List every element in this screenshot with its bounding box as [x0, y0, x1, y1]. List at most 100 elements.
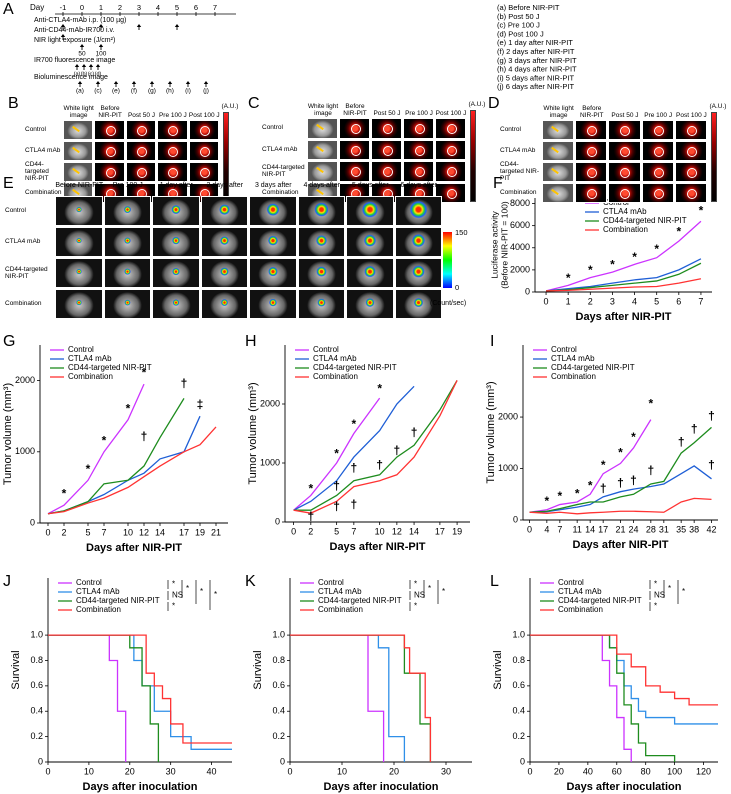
series-line	[530, 634, 676, 762]
x-tick-label: 14	[409, 526, 419, 536]
y-tick-label: 0	[275, 516, 280, 526]
image-tile	[63, 162, 94, 182]
annotation: †	[333, 479, 340, 493]
schedule-arrowhead	[95, 81, 101, 84]
series-line	[290, 634, 432, 762]
legend-label: CTLA4 mAb	[76, 587, 120, 596]
roi-circle	[105, 168, 116, 178]
unit-label: (A.U.)	[709, 103, 727, 110]
annotation: †	[333, 499, 340, 513]
legend-label: Control	[313, 345, 339, 354]
significance-label: *	[172, 580, 175, 589]
legend-label: Combination	[603, 225, 648, 234]
image-tile	[297, 227, 345, 257]
x-tick-label: 0	[544, 296, 549, 306]
y-axis-label: (Before NIR-PIT = 100)	[499, 201, 509, 289]
series-line	[546, 278, 702, 292]
series-line	[48, 634, 160, 762]
x-tick-label: 14	[155, 527, 165, 537]
x-tick-label: 19	[452, 526, 462, 536]
roi-circle	[350, 124, 361, 135]
roi-circle	[620, 147, 631, 157]
y-tick-label: 0	[520, 756, 525, 766]
legend-label: CTLA4 mAb	[551, 354, 595, 363]
x-tick-label: 0	[287, 766, 292, 776]
image-tile	[157, 162, 188, 182]
column-header: 5 days after	[351, 182, 389, 189]
x-tick-label: 100	[667, 766, 682, 776]
column-header: Post 50 J	[127, 112, 156, 120]
significance-label: *	[414, 602, 417, 611]
legend-label: CTLA4 mAb	[68, 354, 112, 363]
series-line	[529, 419, 652, 513]
x-tick-label: 0	[291, 526, 296, 536]
image-tile	[641, 162, 674, 182]
annotation: *	[618, 445, 623, 459]
image-tile	[157, 141, 188, 161]
series-line	[529, 465, 712, 513]
annotation: †	[708, 458, 715, 472]
x-tick-label: 5	[654, 296, 659, 306]
scale-label: 150	[455, 228, 468, 237]
arrow-icon	[551, 188, 560, 195]
schedule-arrowhead	[74, 64, 80, 67]
schedule-mark: (c)	[88, 71, 95, 77]
schedule-key: (g) 3 days after NIR-PIT	[497, 56, 577, 65]
x-tick-label: 60	[612, 766, 622, 776]
row-label: CTLA4 mAb	[5, 238, 41, 246]
image-tile	[641, 183, 674, 203]
row-label: Combination	[500, 189, 537, 197]
image-tile	[394, 227, 442, 257]
unit-label: (A.U.)	[468, 101, 486, 108]
annotation: *	[631, 430, 636, 444]
column-header: Post 50 J	[611, 112, 639, 120]
series-line	[293, 385, 415, 511]
image-tile	[200, 258, 248, 288]
panel-label: I	[490, 333, 494, 350]
schedule-arrowhead	[60, 34, 66, 37]
image-tile	[188, 162, 219, 182]
column-header: Before NIR-PIT	[98, 105, 122, 120]
annotation: *	[575, 486, 580, 500]
day-number: 3	[137, 3, 141, 12]
panel-label: K	[245, 573, 256, 590]
row-label: Control	[262, 124, 283, 132]
column-header: Pre 100 J	[405, 110, 433, 118]
image-tile	[435, 139, 466, 160]
x-tick-label: 4	[544, 524, 549, 534]
arrow-icon	[72, 167, 80, 174]
series-line	[48, 634, 232, 744]
image-tile	[371, 161, 402, 182]
x-axis-label: Days after NIR-PIT	[573, 539, 669, 551]
annotation: †	[617, 476, 624, 490]
x-tick-label: 35	[676, 524, 686, 534]
y-tick-label: 2000	[498, 411, 518, 421]
x-tick-label: 21	[211, 527, 221, 537]
annotation: †	[350, 461, 357, 475]
x-tick-label: 5	[85, 527, 90, 537]
x-tick-label: 4	[632, 296, 637, 306]
y-tick-label: 1000	[15, 446, 35, 456]
image-tile	[674, 162, 707, 182]
annotation: *	[102, 433, 107, 447]
row-label: CTLA4 mAb	[500, 147, 536, 155]
day-number: 1	[99, 3, 103, 12]
annotation: *	[588, 263, 593, 277]
x-tick-label: 7	[351, 526, 356, 536]
schedule-arrowhead	[88, 64, 94, 67]
roi-circle	[446, 145, 457, 156]
image-tile	[249, 258, 297, 288]
legend-label: Combination	[68, 372, 113, 381]
series-line	[290, 634, 385, 762]
x-tick-label: 0	[45, 527, 50, 537]
x-tick-label: 7	[101, 527, 106, 537]
roi-circle	[414, 145, 425, 156]
schedule-mark: (c)	[94, 88, 102, 95]
series-line	[293, 397, 381, 511]
annotation: †	[630, 474, 637, 488]
y-tick-label: 0.8	[512, 655, 525, 665]
annotation: *	[648, 396, 653, 410]
roi-circle	[168, 147, 179, 157]
x-tick-label: 6	[676, 296, 681, 306]
image-tile	[200, 196, 248, 226]
